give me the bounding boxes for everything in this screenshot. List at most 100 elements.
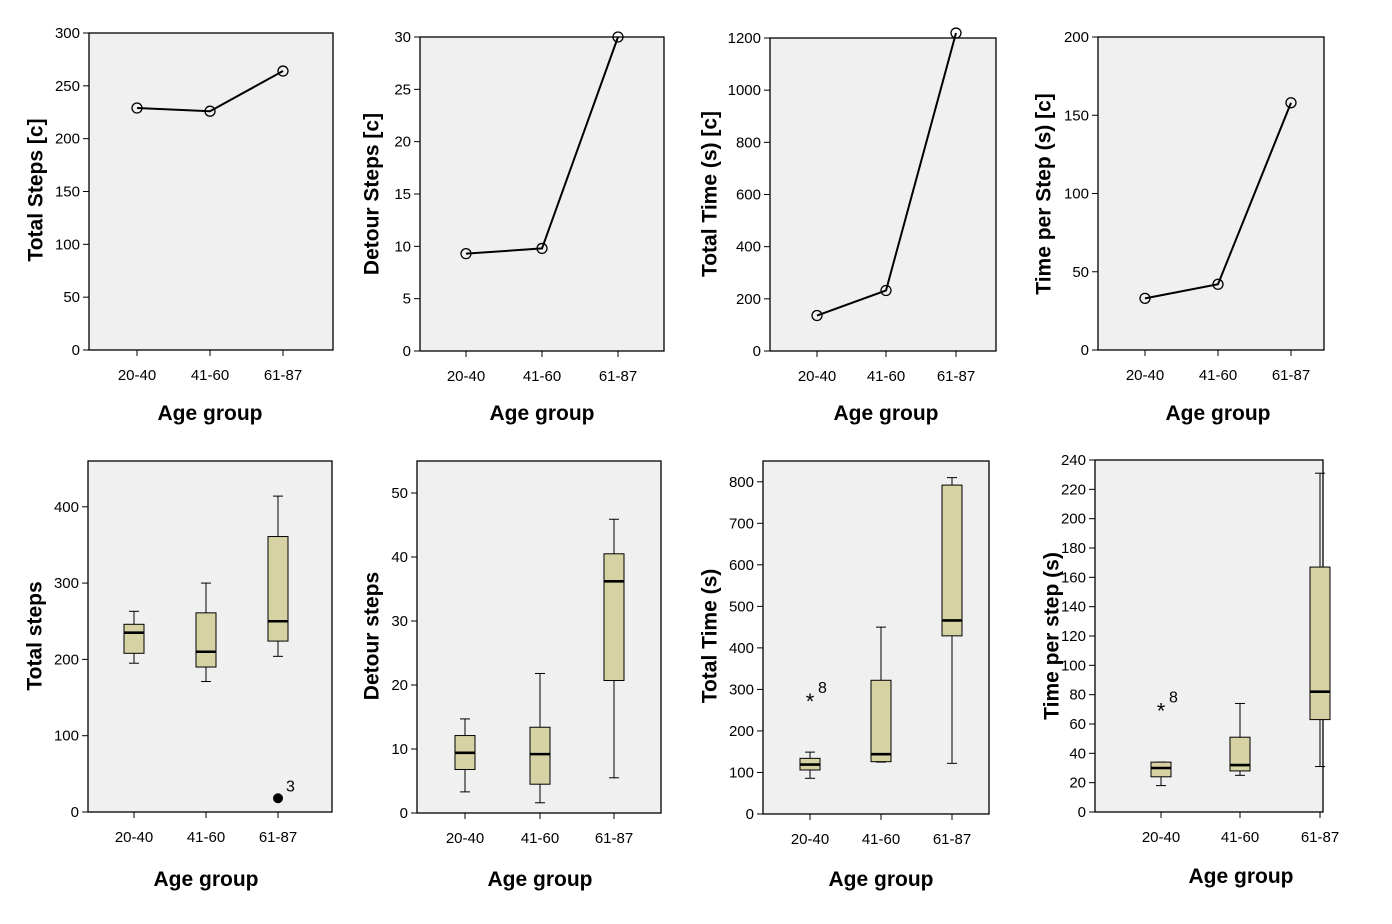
iqr-box bbox=[123, 623, 145, 654]
y-tick-label: 150 bbox=[55, 184, 80, 201]
panel-1: 0 50 100 150 200 250 300 20-40 41-60 61-87 Age gro… bbox=[25, 25, 334, 425]
y-tick-label: 20 bbox=[391, 677, 408, 694]
y-tick-label: 100 bbox=[729, 764, 754, 781]
panel-6: 0 10 20 30 40 50 20-40 41-60 61-87 Age group Detou… bbox=[361, 460, 662, 891]
plot-area bbox=[1097, 36, 1325, 351]
plot-area bbox=[419, 36, 665, 352]
y-tick-label: 100 bbox=[1061, 657, 1086, 674]
x-tick-label: 61-87 bbox=[599, 368, 637, 385]
y-tick-label: 200 bbox=[55, 131, 80, 148]
panel-4: 0 50 100 150 200 20-40 41-60 61-87 Age group Time… bbox=[1033, 29, 1325, 425]
y-tick-label: 20 bbox=[394, 134, 411, 151]
x-tick-label: 20-40 bbox=[446, 830, 484, 847]
data-point bbox=[1285, 97, 1297, 109]
y-axis-label: Total Time (s) bbox=[699, 569, 722, 704]
x-tick-label: 61-87 bbox=[264, 367, 302, 384]
iqr-box bbox=[603, 553, 625, 682]
y-tick-label: 0 bbox=[746, 806, 754, 823]
y-tick-label: 100 bbox=[55, 236, 80, 253]
y-tick-label: 30 bbox=[394, 29, 411, 46]
y-tick-label: 400 bbox=[729, 640, 754, 657]
y-tick-label: 50 bbox=[391, 485, 408, 502]
y-tick-label: 300 bbox=[54, 575, 79, 592]
y-tick-label: 5 bbox=[403, 291, 411, 308]
x-tick-label: 20-40 bbox=[798, 368, 836, 385]
box-41-60 bbox=[1229, 702, 1251, 776]
panel-3: 0 200 400 600 800 1000 1200 20-40 41-60 61-87 Age … bbox=[699, 27, 997, 425]
x-tick-label: 61-87 bbox=[933, 831, 971, 848]
data-point bbox=[460, 248, 472, 260]
x-tick-label: 41-60 bbox=[867, 368, 905, 385]
x-tick-label: 61-87 bbox=[1301, 829, 1339, 846]
x-tick-label: 61-87 bbox=[259, 829, 297, 846]
series-line bbox=[816, 32, 957, 317]
x-axis-label: Age group bbox=[154, 868, 259, 891]
x-tick-label: 41-60 bbox=[1221, 829, 1259, 846]
x-tick-label: 20-40 bbox=[447, 368, 485, 385]
y-tick-label: 800 bbox=[729, 474, 754, 491]
y-axis-label: Time per step (s) bbox=[1041, 552, 1064, 720]
x-tick-label: 41-60 bbox=[1199, 367, 1237, 384]
data-point bbox=[536, 242, 548, 255]
x-tick-label: 61-87 bbox=[595, 830, 633, 847]
box-41-60 bbox=[195, 582, 217, 683]
y-axis-label: Total Time (s) [c] bbox=[699, 111, 722, 277]
y-tick-label: 300 bbox=[729, 681, 754, 698]
box-20-40 bbox=[454, 718, 476, 793]
plot-area bbox=[88, 32, 334, 351]
x-tick-label: 20-40 bbox=[1142, 829, 1180, 846]
outlier-dot bbox=[273, 793, 283, 804]
x-tick-label: 41-60 bbox=[187, 829, 225, 846]
y-tick-label: 200 bbox=[54, 651, 79, 668]
x-tick-label: 20-40 bbox=[115, 829, 153, 846]
x-tick-label: 61-87 bbox=[1272, 367, 1310, 384]
y-tick-label: 100 bbox=[54, 728, 79, 745]
y-tick-label: 220 bbox=[1061, 481, 1086, 498]
y-tick-label: 10 bbox=[391, 741, 408, 758]
y-tick-label: 160 bbox=[1061, 569, 1086, 586]
x-tick-label: 20-40 bbox=[1126, 367, 1164, 384]
panel-8: 0 20 40 60 80 100 120 140 160 180 200 220 240 20-40 41… bbox=[1041, 452, 1340, 888]
outlier-label: 8 bbox=[818, 680, 827, 697]
y-tick-label: 0 bbox=[753, 343, 761, 360]
x-tick-label: 61-87 bbox=[937, 368, 975, 385]
y-tick-label: 120 bbox=[1061, 628, 1086, 645]
iqr-box bbox=[1229, 736, 1251, 772]
y-axis-label: Detour steps bbox=[361, 572, 384, 700]
x-axis-label: Age group bbox=[1189, 865, 1294, 888]
outlier-star: * bbox=[806, 689, 815, 714]
y-tick-label: 200 bbox=[729, 723, 754, 740]
box-61-87 bbox=[603, 518, 625, 779]
panel-5: 0 100 200 300 400 20-40 41-60 61-87 Age group Tot… bbox=[24, 460, 333, 891]
x-tick-label: 41-60 bbox=[521, 830, 559, 847]
y-tick-label: 50 bbox=[63, 289, 80, 306]
outlier-label: 8 bbox=[1169, 689, 1178, 706]
x-tick-label: 20-40 bbox=[791, 831, 829, 848]
panel-7: 0 100 200 300 400 500 600 700 800 20-40 41-60 61-87… bbox=[699, 460, 990, 891]
y-tick-label: 180 bbox=[1061, 540, 1086, 557]
y-tick-label: 40 bbox=[391, 549, 408, 566]
x-tick-label: 41-60 bbox=[191, 367, 229, 384]
y-tick-label: 200 bbox=[1061, 511, 1086, 528]
y-tick-label: 0 bbox=[71, 804, 79, 821]
data-point bbox=[1212, 278, 1224, 290]
x-axis-label: Age group bbox=[829, 868, 934, 891]
y-tick-label: 15 bbox=[394, 186, 411, 203]
iqr-box bbox=[195, 612, 217, 668]
series-line bbox=[136, 70, 284, 113]
y-tick-label: 25 bbox=[394, 81, 411, 98]
x-axis-label: Age group bbox=[1166, 402, 1271, 425]
iqr-box bbox=[1309, 566, 1331, 721]
y-axis-label: Detour Steps [c] bbox=[361, 113, 384, 275]
y-tick-label: 200 bbox=[1064, 29, 1089, 46]
y-tick-label: 100 bbox=[1064, 186, 1089, 203]
data-point bbox=[277, 65, 289, 77]
y-tick-label: 700 bbox=[729, 515, 754, 532]
y-tick-label: 300 bbox=[55, 25, 80, 42]
y-tick-label: 40 bbox=[1069, 745, 1086, 762]
data-point bbox=[880, 284, 892, 297]
y-tick-label: 50 bbox=[1072, 264, 1089, 281]
y-tick-label: 0 bbox=[72, 342, 80, 359]
